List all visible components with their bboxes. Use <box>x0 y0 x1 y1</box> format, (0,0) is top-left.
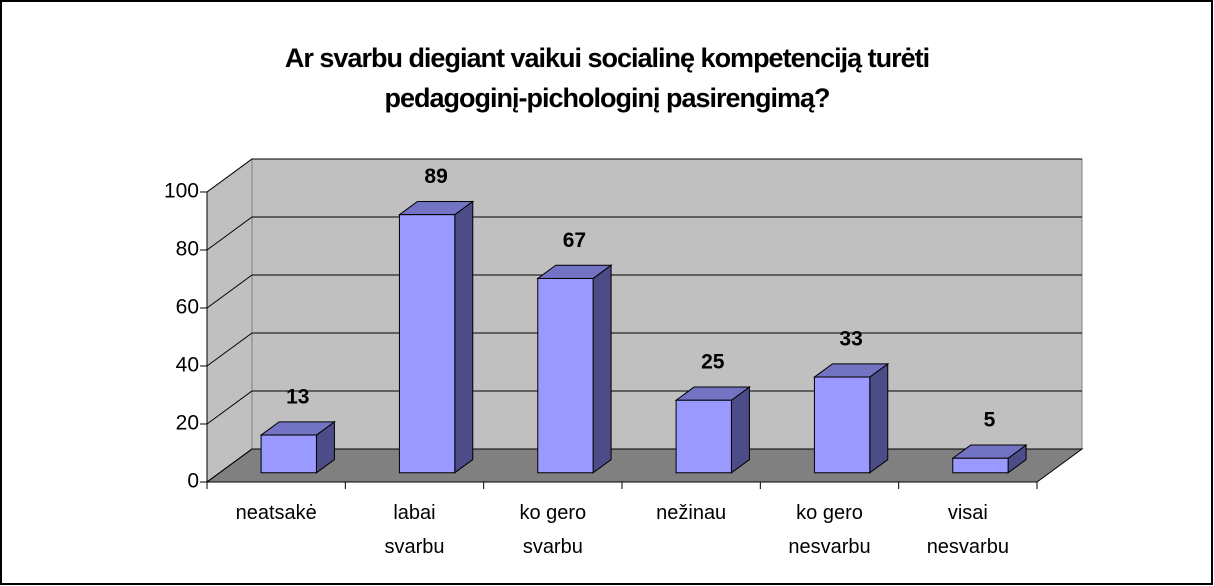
y-tick-label: 20 <box>176 412 199 435</box>
y-tick-label: 0 <box>187 470 199 493</box>
grid-line <box>206 158 1082 193</box>
y-tick-label: 80 <box>176 238 199 261</box>
x-tick-label: nežinau <box>656 502 726 524</box>
bar <box>397 200 475 474</box>
bar-front <box>813 376 871 474</box>
y-tick-label: 100 <box>164 180 199 203</box>
grid-line <box>206 390 1082 425</box>
data-label: 89 <box>424 165 447 188</box>
bar-front <box>260 434 317 474</box>
bar-front <box>675 399 732 474</box>
y-tick-label: 40 <box>176 354 199 377</box>
bar-side <box>869 362 889 474</box>
bar-front <box>398 214 456 474</box>
data-label: 5 <box>984 409 996 432</box>
bar-side <box>454 200 474 474</box>
grid-line <box>206 332 1082 367</box>
back-wall <box>251 158 1083 450</box>
floor <box>205 448 1084 483</box>
grid-line <box>206 274 1082 309</box>
data-label: 25 <box>701 351 725 374</box>
bar <box>536 264 613 474</box>
grid-line <box>206 448 1082 483</box>
bar <box>812 362 890 474</box>
x-tick-label: visai nesvarbu <box>927 502 1009 558</box>
bar-front <box>952 457 1009 474</box>
x-tick-label: ko gero svarbu <box>519 502 586 558</box>
bar <box>951 444 1028 474</box>
bar <box>259 420 336 474</box>
data-label: 13 <box>286 385 309 408</box>
bar-side <box>592 264 612 474</box>
y-tick-label: 60 <box>176 296 199 319</box>
side-wall <box>206 158 253 483</box>
data-label: 33 <box>839 327 862 350</box>
bar <box>674 386 751 474</box>
x-tick-label: ko gero nesvarbu <box>788 502 870 558</box>
grid-line <box>206 216 1082 251</box>
chart-title: Ar svarbu diegiant vaikui socialinę komp… <box>285 43 929 113</box>
x-tick-label: labai svarbu <box>384 502 444 558</box>
data-label: 67 <box>563 229 586 252</box>
bar-front <box>537 277 594 474</box>
x-tick-label: neatsakė <box>236 502 317 524</box>
bar-side <box>730 386 750 474</box>
